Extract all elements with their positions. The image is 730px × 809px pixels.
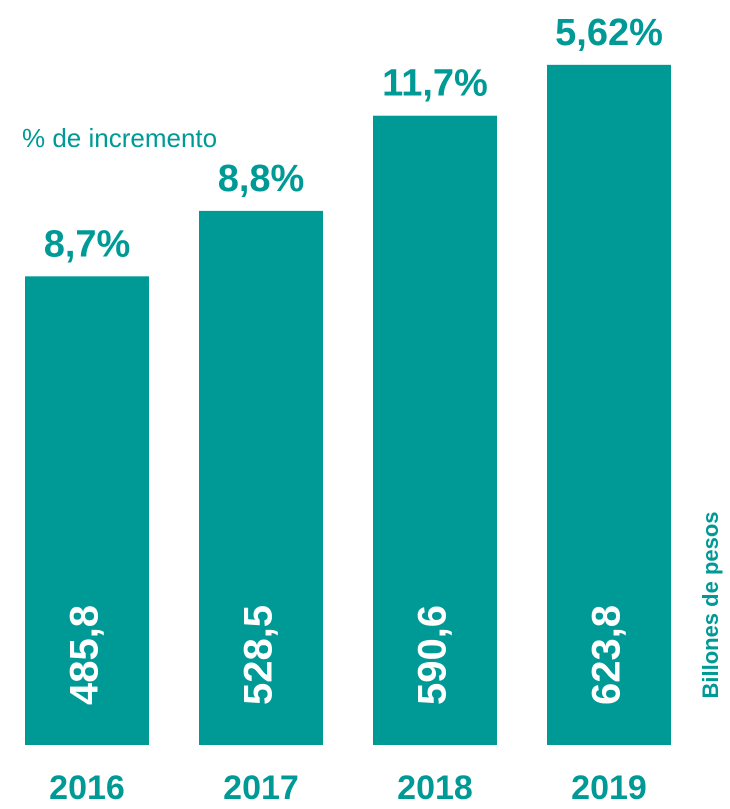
value-label: 590,6 xyxy=(411,605,455,705)
bar xyxy=(547,64,671,746)
x-tick-label: 2017 xyxy=(223,769,299,807)
value-label: 528,5 xyxy=(237,605,281,705)
y-axis-label: Billones de pesos xyxy=(698,511,723,698)
annotation: 11,7% xyxy=(382,63,488,105)
bar xyxy=(199,210,323,745)
annotation: 8,8% xyxy=(218,158,305,200)
value-label: 623,8 xyxy=(585,605,629,705)
bar xyxy=(373,115,497,745)
x-tick-label: 2016 xyxy=(49,769,125,807)
annotation: 5,62% xyxy=(555,12,663,54)
annotation-title: % de incremento xyxy=(22,123,217,153)
value-label: 485,8 xyxy=(63,605,107,705)
annotation: 8,7% xyxy=(44,223,131,265)
x-tick-label: 2019 xyxy=(571,769,647,807)
x-tick-label: 2018 xyxy=(397,769,473,807)
bar xyxy=(25,276,149,745)
